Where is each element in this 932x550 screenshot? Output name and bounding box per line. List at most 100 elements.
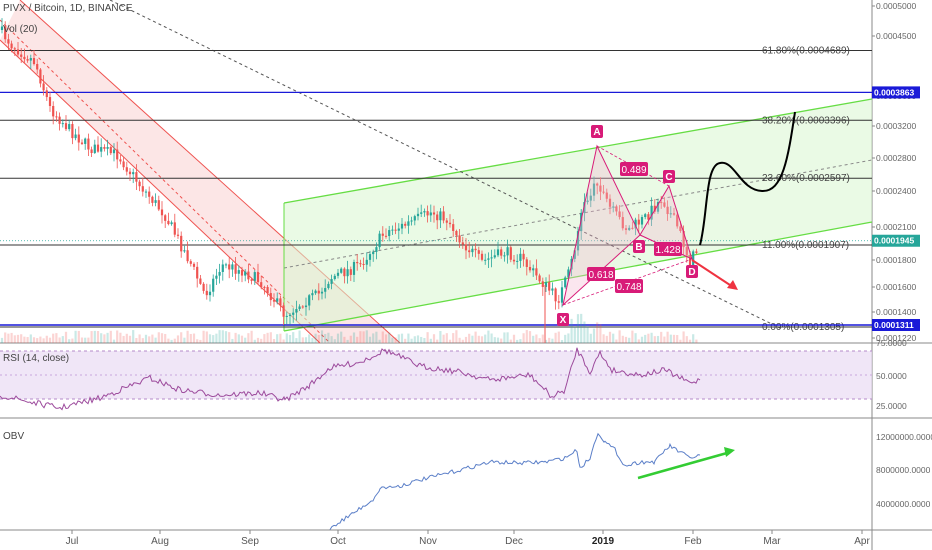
volume-bar-191 <box>608 331 612 343</box>
candle-body-49 <box>154 200 157 203</box>
volume-bar-130 <box>413 336 416 343</box>
volume-bar-11 <box>32 337 36 343</box>
price-tag-1-box <box>872 234 920 247</box>
volume-bar-63 <box>199 339 202 343</box>
volume-bar-175 <box>557 331 560 343</box>
candle-body-134 <box>426 211 429 216</box>
volume-bar-122 <box>388 332 391 343</box>
symbol-title: PIVX / Bitcoin, 1D, BINANCE <box>3 3 133 14</box>
volume-bar-211 <box>672 334 676 343</box>
volume-bar-1 <box>0 337 4 343</box>
volume-bar-114 <box>362 331 365 343</box>
candle-body-137 <box>436 214 439 221</box>
volume-bar-104 <box>330 336 333 343</box>
candle-body-184 <box>586 200 589 203</box>
candle-body-105 <box>333 275 336 280</box>
volume-bar-95 <box>301 337 304 343</box>
volume-bar-202 <box>644 334 647 343</box>
candle-body-135 <box>429 212 432 216</box>
volume-bar-34 <box>106 332 109 343</box>
candle-body-124 <box>394 229 397 231</box>
candle-body-48 <box>151 196 154 203</box>
volume-bar-50 <box>157 332 160 343</box>
candle-body-33 <box>103 147 106 149</box>
candle-body-65 <box>205 290 208 296</box>
volume-bar-179 <box>570 318 573 343</box>
candle-body-45 <box>141 186 144 192</box>
volume-bar-136 <box>432 334 436 343</box>
volume-bar-97 <box>308 334 311 343</box>
candle-body-63 <box>199 278 202 284</box>
volume-bar-207 <box>660 331 663 343</box>
volume-bar-164 <box>522 333 525 343</box>
volume-bar-171 <box>544 339 548 343</box>
candle-body-150 <box>477 250 480 254</box>
candle-body-15 <box>45 90 48 98</box>
volume-bar-9 <box>26 337 29 343</box>
volume-bar-119 <box>378 339 381 343</box>
volume-bar-167 <box>532 335 535 343</box>
candle-body-144 <box>458 235 461 243</box>
bearish-arrow-head <box>727 280 738 290</box>
volume-bars-group <box>0 313 698 343</box>
ascending-channel-lower <box>283 221 873 332</box>
candle-body-91 <box>288 314 292 316</box>
volume-bar-200 <box>637 339 640 343</box>
volume-bar-49 <box>154 337 157 343</box>
candle-body-186 <box>592 183 596 196</box>
volume-bar-31 <box>96 330 100 343</box>
candle-body-130 <box>413 216 416 221</box>
price-tick-label-6: 0.0002100 <box>876 222 916 232</box>
volume-bar-124 <box>394 337 397 343</box>
candle-body-28 <box>87 138 90 150</box>
volume-bar-20 <box>61 336 64 343</box>
volume-bar-123 <box>391 337 394 343</box>
pattern-point-a: A <box>593 127 600 138</box>
candle-body-92 <box>292 312 295 315</box>
price-tick-label-8: 0.0001600 <box>876 282 916 292</box>
volume-bar-33 <box>103 334 106 343</box>
candle-body-118 <box>375 247 378 252</box>
candle-body-208 <box>663 202 666 207</box>
volume-bar-197 <box>628 337 631 343</box>
candle-body-57 <box>180 235 183 252</box>
candle-body-38 <box>119 159 122 162</box>
candle-body-114 <box>362 263 365 265</box>
candle-body-199 <box>634 219 637 229</box>
candle-body-125 <box>397 228 400 231</box>
volume-bar-68 <box>215 333 218 343</box>
candle-body-161 <box>512 259 516 262</box>
volume-bar-30 <box>93 330 96 343</box>
candle-body-70 <box>221 264 224 272</box>
candle-body-206 <box>656 202 660 212</box>
volume-bar-87 <box>276 334 279 343</box>
bearish-arrow <box>691 259 734 288</box>
candle-body-16 <box>48 97 52 106</box>
candle-body-170 <box>541 281 544 287</box>
candle-body-202 <box>644 214 647 218</box>
candle-body-52 <box>164 215 167 221</box>
volume-bar-198 <box>631 330 634 343</box>
ratio-label-1: 1.428 <box>655 245 680 256</box>
candle-body-169 <box>538 275 541 282</box>
candle-body-72 <box>228 264 231 270</box>
volume-bar-13 <box>39 336 42 343</box>
volume-bar-208 <box>663 336 666 343</box>
candle-body-19 <box>58 116 61 124</box>
fib-236-label: 23.60%(0.0002597) <box>762 173 850 184</box>
candle-body-10 <box>29 58 32 61</box>
candle-body-59 <box>186 250 189 262</box>
volume-bar-201 <box>640 336 644 343</box>
candle-body-141 <box>448 222 452 225</box>
candle-body-25 <box>77 134 80 143</box>
ratio-label-0: 0.489 <box>621 165 646 176</box>
volume-bar-125 <box>397 334 400 343</box>
ratio-label-2: 0.618 <box>588 270 613 281</box>
volume-bar-108 <box>343 336 346 343</box>
price-tick-label-4: 0.0002800 <box>876 153 916 163</box>
candle-body-183 <box>583 202 586 213</box>
volume-bar-156 <box>496 337 500 343</box>
candle-body-42 <box>132 172 135 175</box>
volume-bar-99 <box>314 333 317 343</box>
